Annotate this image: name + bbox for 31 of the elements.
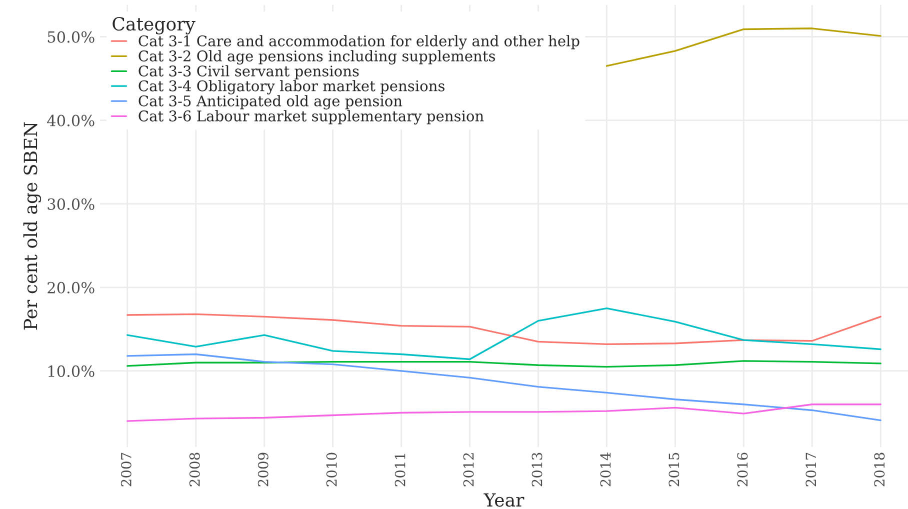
- x-tick-label: 2009: [258, 452, 268, 486]
- y-axis-title: Per cent old age SBEN: [23, 122, 42, 330]
- x-tick-label: 2010: [326, 452, 337, 486]
- x-tick-label: 2014: [600, 452, 611, 486]
- y-tick-label: 30.0%: [48, 198, 94, 210]
- x-tick-label: 2016: [737, 452, 748, 486]
- legend-label: Cat 3-3 Civil servant pensions: [138, 65, 359, 80]
- line-series: [126, 313, 882, 346]
- legend-label: Cat 3-4 Obligatory labor market pensions: [138, 80, 444, 94]
- x-tick-label: 2013: [532, 452, 542, 486]
- x-axis-title: Year: [484, 493, 524, 507]
- x-tick-label: 2007: [120, 452, 132, 486]
- x-tick-label: 2018: [874, 452, 885, 486]
- x-tick-label: 2012: [463, 453, 474, 486]
- line-series: [606, 28, 882, 67]
- line-series: [126, 404, 882, 422]
- y-tick-label: 50.0%: [48, 31, 94, 43]
- line-series: [126, 353, 882, 422]
- x-tick-label: 2008: [189, 452, 200, 486]
- legend-title: Category: [112, 16, 196, 34]
- legend-label: Cat 3-1 Care and accommodation for elderly and other help: [138, 35, 580, 50]
- x-tick-label: 2015: [668, 452, 680, 486]
- line-series: [126, 307, 882, 360]
- legend-label: Cat 3-6 Labour market supplementary pension: [138, 110, 484, 124]
- legend-label: Cat 3-5 Anticipated old age pension: [138, 95, 402, 110]
- y-tick-label: 10.0%: [48, 365, 94, 377]
- x-tick-label: 2011: [394, 454, 406, 486]
- x-tick-label: 2017: [806, 452, 816, 486]
- y-tick-label: 20.0%: [48, 282, 94, 294]
- y-tick-label: 40.0%: [47, 114, 94, 126]
- legend-label: Cat 3-2 Old age pensions including supplements: [138, 50, 495, 64]
